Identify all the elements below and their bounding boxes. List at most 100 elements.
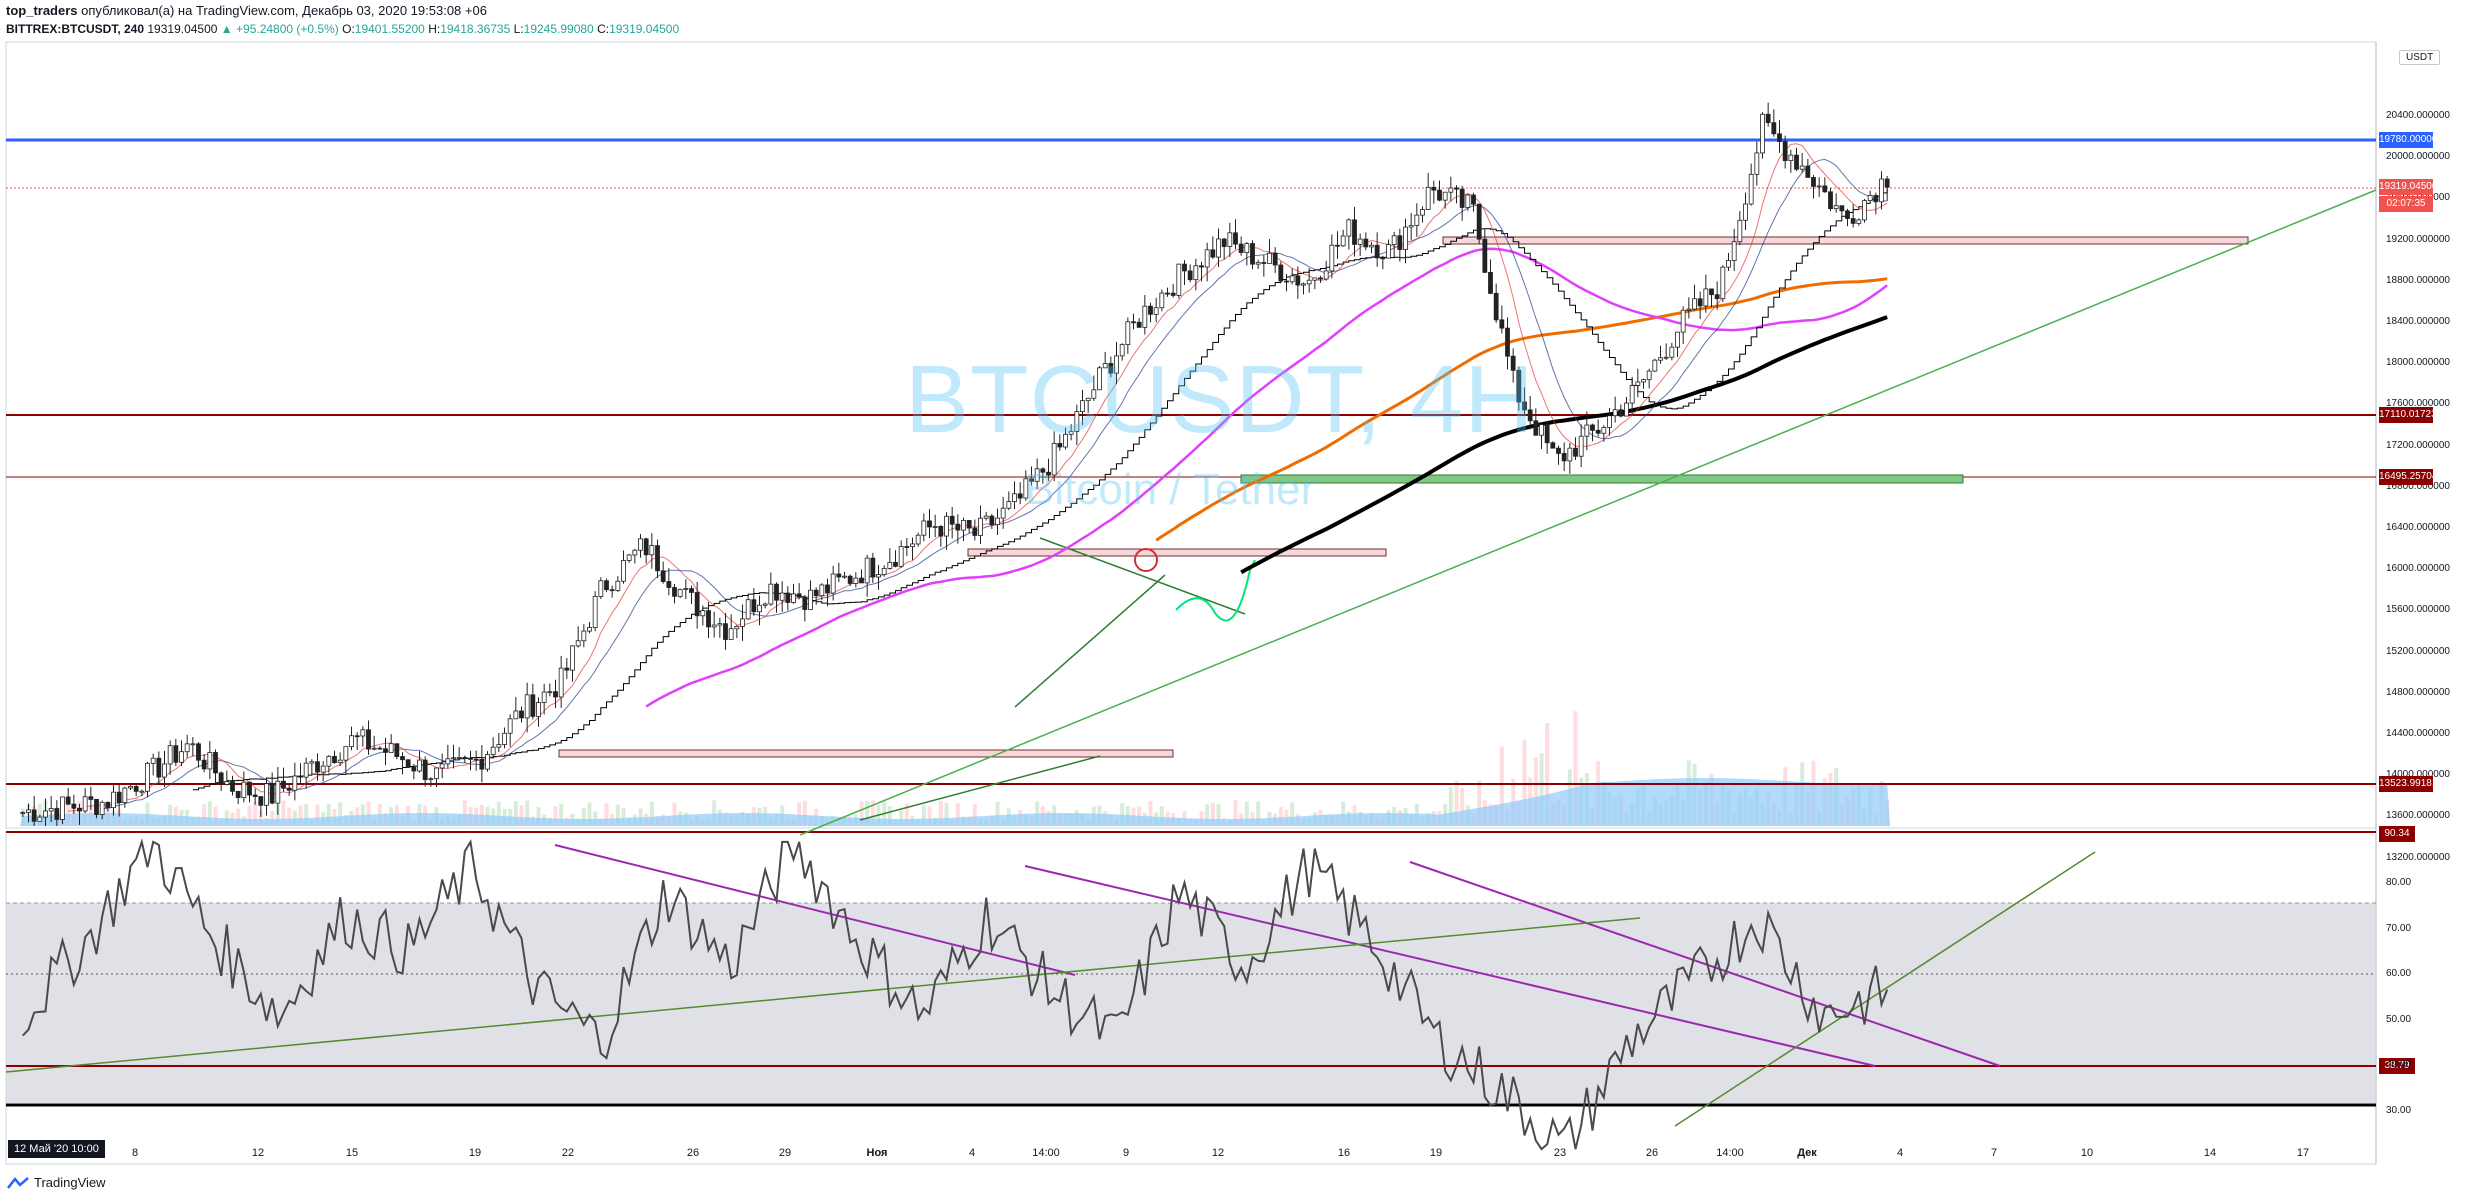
candle-body [428, 778, 434, 781]
volume-bar [66, 800, 71, 826]
candle-body [366, 729, 371, 750]
candle-body [139, 790, 145, 793]
author-name[interactable]: top_traders [6, 3, 78, 18]
candle-body [1522, 401, 1527, 411]
resistance-zone-low[interactable] [558, 749, 1174, 758]
candle-body [887, 561, 893, 569]
price-tick: 16800.000000 [2386, 480, 2450, 492]
candle-body [422, 759, 428, 780]
candle-body [757, 604, 762, 613]
high-value: 19418.36735 [440, 22, 511, 36]
candle-body [1227, 232, 1233, 247]
candle-body [196, 743, 201, 761]
price-label-level2: 16495.25704 [2379, 469, 2437, 485]
candle-body [1397, 235, 1403, 250]
volume-bar [972, 804, 977, 826]
candle-body [383, 748, 388, 753]
osc-trendline-purple-1[interactable] [554, 844, 1076, 976]
annotation-circle[interactable] [1134, 548, 1158, 572]
candle-body [796, 593, 802, 598]
time-tick: 4 [1896, 1147, 1904, 1159]
candle-body [621, 560, 626, 582]
time-tick: 16 [1337, 1147, 1351, 1159]
candle-body [145, 762, 150, 792]
price-tick: 14400.000000 [2386, 728, 2450, 739]
candle-body [1403, 226, 1408, 250]
volume-bar [1448, 787, 1453, 826]
volume-bar [1148, 800, 1153, 826]
time-tick: 19 [468, 1147, 482, 1159]
candle-body [1267, 252, 1272, 264]
time-tick: 23 [1553, 1147, 1567, 1159]
candle-body [1811, 177, 1816, 187]
candle-body [1261, 262, 1267, 264]
resistance-zone-mid[interactable] [967, 548, 1387, 557]
price-tick: 14800.000000 [2386, 686, 2450, 698]
candle-body [1040, 468, 1046, 473]
candle-body [921, 520, 927, 536]
volume-bar [621, 808, 626, 826]
candle-body [1879, 178, 1884, 203]
candle-body [575, 640, 581, 647]
candle-body [1278, 264, 1284, 282]
osc-trendline-purple-2[interactable] [1024, 865, 1876, 1067]
candle-body [1607, 415, 1612, 428]
candle-body [1697, 298, 1703, 307]
oscillator-band [6, 903, 2376, 1103]
candle-body [1595, 429, 1601, 434]
candle-body [1034, 468, 1040, 482]
triangle-lower-line[interactable] [1014, 574, 1166, 708]
candle-body [1329, 244, 1335, 272]
volume-bar [712, 800, 717, 826]
volume-bar [462, 800, 467, 826]
trendline-short-low[interactable] [859, 755, 1101, 821]
time-tick: 17 [2296, 1147, 2310, 1159]
candle-body [247, 781, 252, 796]
support-zone-green[interactable] [1240, 474, 1964, 484]
candle-body [490, 746, 496, 755]
candle-body [1550, 442, 1556, 449]
candle-body [71, 803, 77, 809]
candle-body [241, 781, 247, 798]
candle-body [1539, 424, 1544, 436]
price-tick: 20400.000000 [2386, 110, 2450, 121]
candle-body [1159, 292, 1165, 309]
currency-unit[interactable]: USDT [2399, 50, 2441, 65]
candle-body [337, 759, 343, 763]
candle-body [360, 729, 366, 737]
candle-body [507, 718, 513, 734]
candle-body [813, 589, 819, 597]
candle-body [972, 527, 978, 536]
candle-body [995, 517, 1000, 526]
candle-body [847, 575, 853, 584]
volume-bar [513, 801, 518, 826]
candle-body [859, 577, 864, 584]
annotation-arrow-green[interactable] [1175, 559, 1256, 622]
tradingview-logo[interactable]: TradingView [6, 1175, 106, 1190]
resistance-zone-top[interactable] [1442, 236, 2249, 245]
volume-bar [1477, 780, 1482, 826]
candle-body [1731, 241, 1737, 261]
triangle-upper-line[interactable] [1039, 537, 1246, 615]
candle-body [320, 765, 326, 773]
ticker-symbol[interactable]: BITTREX:BTCUSDT, 240 [6, 22, 145, 36]
open-label: O: [342, 22, 355, 36]
volume-bar [304, 804, 309, 826]
candle-body [1080, 400, 1085, 412]
candle-body [626, 554, 632, 561]
osc-trendline-purple-3[interactable] [1409, 861, 2001, 1067]
candle-body [1431, 186, 1437, 191]
candle-body [434, 767, 439, 780]
candle-body [632, 549, 638, 556]
osc-trendline-green-1[interactable] [5, 917, 1641, 1073]
time-tick: 7 [1990, 1147, 1998, 1159]
time-tick: 8 [131, 1147, 139, 1159]
candle-body [785, 592, 791, 603]
candle-body [779, 592, 785, 601]
osc-trendline-green-2[interactable] [1674, 851, 2096, 1127]
volume-bar [366, 801, 371, 826]
candle-body [1017, 493, 1023, 499]
publication-info: top_traders опубликовал(а) на TradingVie… [6, 3, 487, 18]
trendline-green-main[interactable] [799, 189, 2377, 836]
